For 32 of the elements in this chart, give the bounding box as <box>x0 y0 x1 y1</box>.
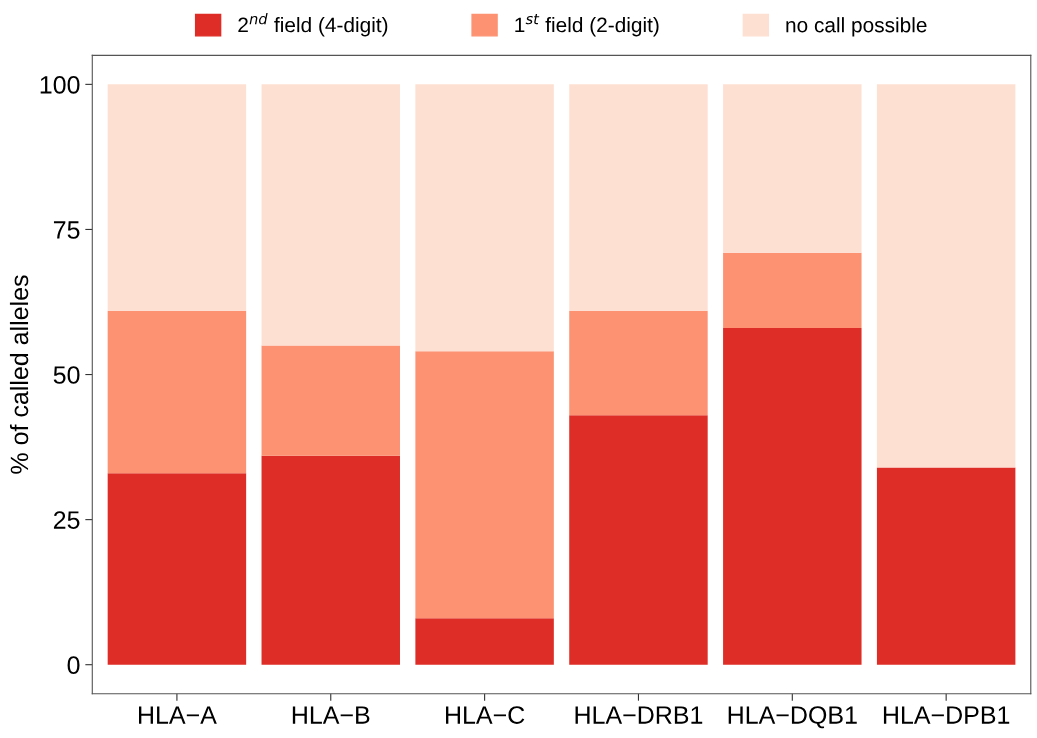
legend-label: no call possible <box>786 17 927 37</box>
y-tick-label: 50 <box>53 366 80 384</box>
bar <box>415 84 554 352</box>
bar <box>107 84 247 311</box>
bar <box>723 328 862 665</box>
y-tick-label: 75 <box>53 221 80 239</box>
legend-label: 2$^{nd}$ field (4-digit) <box>238 13 388 37</box>
bar <box>723 252 862 329</box>
bar <box>723 84 862 253</box>
legend-label: 1$^{st}$ field (2-digit) <box>515 13 659 37</box>
bar <box>415 351 554 619</box>
bar <box>107 310 247 474</box>
bar <box>569 415 708 665</box>
y-axis-title: % of called alleles <box>9 275 29 474</box>
x-tick-label: HLA−A <box>139 706 217 724</box>
bar <box>261 345 400 456</box>
bar <box>569 84 708 311</box>
x-tick-label: HLA−DQB1 <box>728 706 857 729</box>
y-tick-label: 100 <box>40 75 80 94</box>
bar <box>107 473 247 665</box>
bar <box>569 310 708 416</box>
bar <box>876 84 1016 468</box>
bar <box>415 618 554 665</box>
y-tick-label: 0 <box>67 656 80 675</box>
x-tick-label: HLA−DRB1 <box>575 706 703 724</box>
x-tick-label: HLA−DPB1 <box>883 706 1010 724</box>
bar <box>876 467 1016 665</box>
x-tick-label: HLA−C <box>446 706 525 724</box>
bar <box>261 455 400 665</box>
x-tick-label: HLA−B <box>292 706 370 724</box>
bar <box>261 84 400 346</box>
y-tick-label: 25 <box>53 511 80 529</box>
